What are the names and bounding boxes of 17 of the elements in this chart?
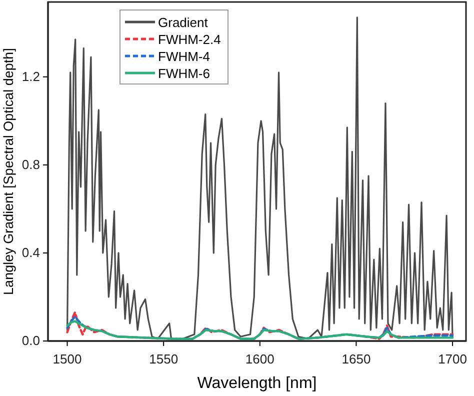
line-series xyxy=(66,16,454,340)
legend-label: FWHM-4 xyxy=(158,49,210,64)
x-tick-label: 1500 xyxy=(52,351,82,366)
legend-label: FWHM-2.4 xyxy=(158,32,221,47)
legend-label: Gradient xyxy=(158,15,208,30)
y-tick-label: 0.0 xyxy=(22,333,40,348)
x-axis-title: Wavelength [nm] xyxy=(197,375,317,392)
x-tick-label: 1650 xyxy=(342,351,371,366)
y-tick-label: 0.8 xyxy=(22,157,40,172)
y-axis-title: Langley Gradient [Spectral Optical depth] xyxy=(1,48,16,295)
x-tick-label: 1700 xyxy=(438,351,467,366)
line-series xyxy=(66,320,454,340)
y-tick-label: 1.2 xyxy=(22,69,40,84)
legend-label: FWHM-6 xyxy=(158,66,210,81)
y-tick-label: 0.4 xyxy=(22,245,40,260)
x-tick-label: 1550 xyxy=(149,351,178,366)
x-tick-label: 1600 xyxy=(245,351,274,366)
